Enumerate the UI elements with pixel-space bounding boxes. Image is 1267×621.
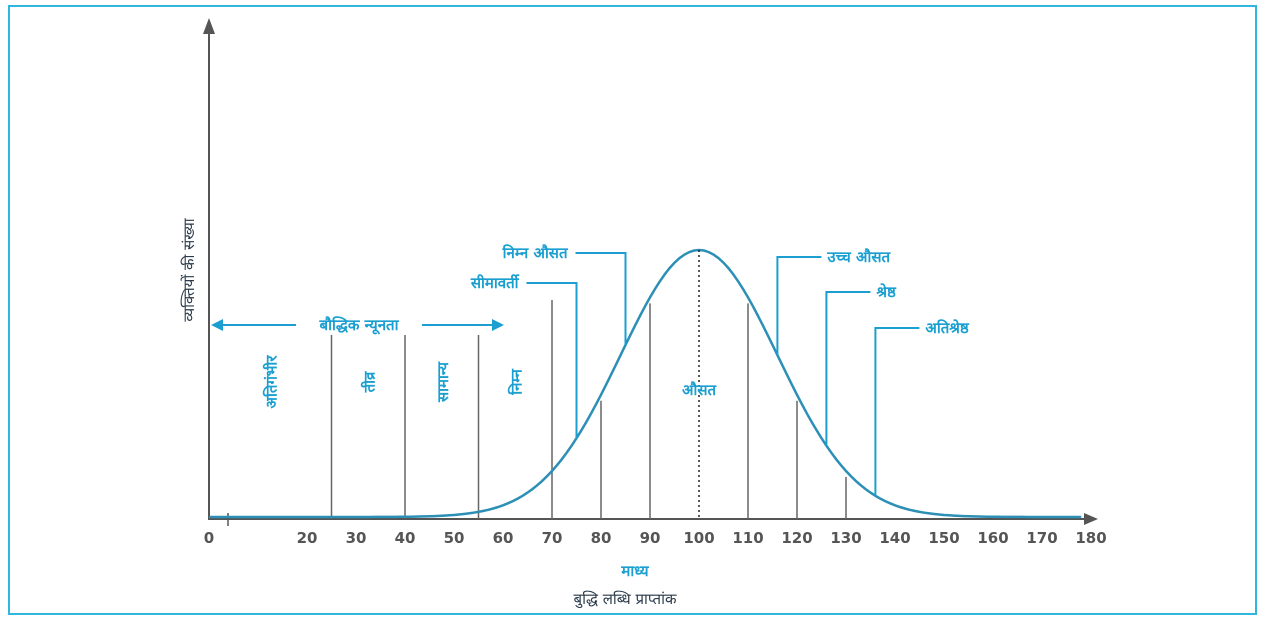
x-axis-label: बुद्धि लब्धि प्राप्तांक [574,590,677,609]
y-axis-arrow [203,18,215,34]
callout-label: निम्न औसत [502,244,569,262]
region-label: सामान्य [434,361,452,403]
region-label: निम्न [507,369,525,396]
callout-leader [575,252,627,345]
x-tick-label: 160 [977,529,1008,547]
callout-label: उच्च औसत [826,248,891,266]
callout-leader [874,327,920,496]
callout-leader [776,256,822,356]
x-axis-arrow [1084,513,1098,525]
region-label: तीव्र [360,371,378,393]
x-tick-label: 100 [683,529,714,547]
axes [203,18,1098,526]
region-label: औसत [682,381,717,399]
x-tick-label: 0 [204,529,214,547]
x-tick-label: 90 [640,529,661,547]
callout-label: अतिश्रेष्ठ [925,319,970,337]
x-tick-label: 40 [395,529,416,547]
range-dividers [330,300,847,519]
x-tick-label: 170 [1026,529,1057,547]
normal-curve [209,248,1082,519]
x-tick-label: 130 [830,529,861,547]
x-tick-label: 50 [444,529,465,547]
y-axis-label: व्यक्तियों की संख्या [180,217,198,321]
x-tick-label: 140 [879,529,910,547]
x-tick-label: 120 [781,529,812,547]
region-labels: अतिगंभीर तीव्र सामान्य निम्न औसत [262,355,717,409]
figure-frame [8,5,1257,615]
deficiency-arrowhead-right [492,319,504,331]
deficiency-label: बौद्धिक न्यूनता [319,316,400,335]
x-tick-labels: 0 20 30 40 50 60 70 80 90 100 110 120 130 140 150 160 17… [204,529,1107,547]
x-tick-label: 110 [732,529,763,547]
x-tick-label: 80 [591,529,612,547]
callout-leader [825,291,871,446]
deficiency-arrowhead-left [211,319,223,331]
callouts: निम्न औसत सीमावर्ती उच्च औसत श्रेष्ठ अतिश्रे… [470,244,970,496]
callout-label: सीमावर्ती [470,274,520,292]
callout-leader [526,282,578,439]
x-tick-label: 30 [346,529,367,547]
deficiency-marker: बौद्धिक न्यूनता [211,316,504,335]
callout-label: श्रेष्ठ [875,283,897,301]
mean-label: माध्य [620,562,649,580]
region-label: अतिगंभीर [262,355,280,409]
x-tick-label: 180 [1075,529,1106,547]
x-tick-label: 150 [928,529,959,547]
x-tick-label: 60 [493,529,514,547]
x-tick-label: 20 [297,529,318,547]
x-tick-label: 70 [542,529,563,547]
